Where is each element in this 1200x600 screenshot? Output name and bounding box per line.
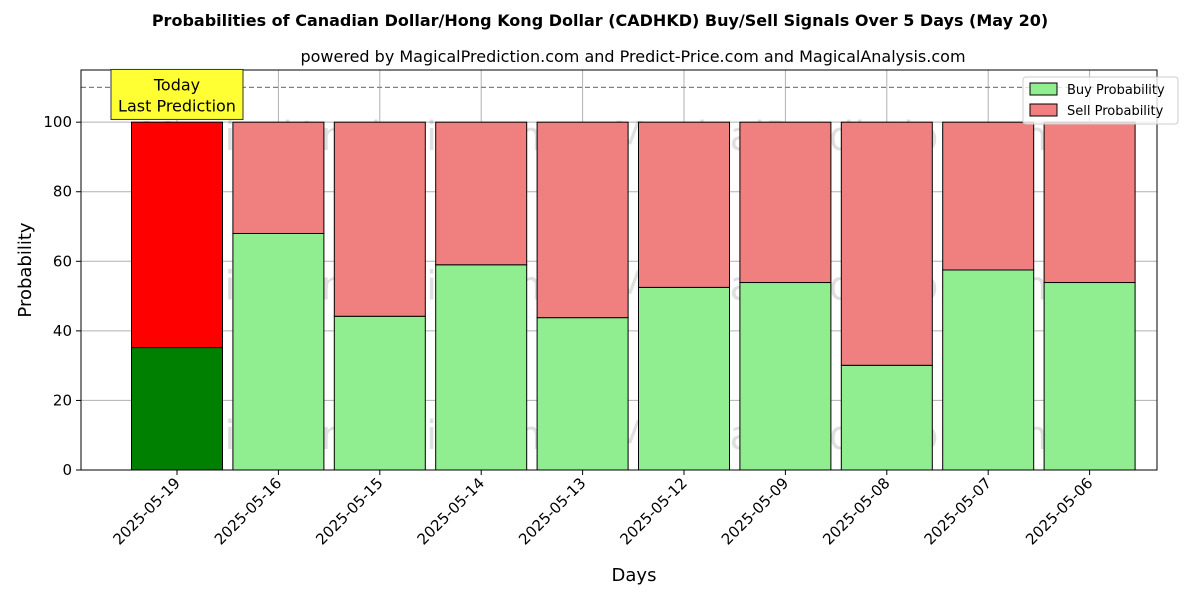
y-axis-ticks: 0 20 40 60 80 100: [43, 113, 81, 479]
legend-label-sell: Sell Probability: [1067, 104, 1164, 119]
x-tick-label: 2025-05-14: [414, 474, 488, 548]
x-tick-label: 2025-05-06: [1022, 474, 1096, 548]
buy-bar: [942, 269, 1035, 471]
x-tick-label: 2025-05-15: [312, 474, 386, 548]
legend: Buy Probability Sell Probability: [1022, 76, 1179, 125]
x-tick-label: 2025-05-07: [921, 474, 995, 548]
x-tick-label: 2025-05-13: [515, 474, 589, 548]
sell-bar: [638, 121, 730, 288]
y-tick-label: 100: [43, 113, 72, 131]
x-axis-label: Days: [612, 565, 657, 586]
buy-bar: [333, 315, 426, 471]
legend-swatch-sell: [1029, 103, 1058, 117]
y-tick-label: 40: [53, 322, 72, 340]
chart-title: Probabilities of Canadian Dollar/Hong Ko…: [152, 11, 1048, 30]
bars: [131, 121, 1136, 471]
sell-bar: [131, 121, 223, 349]
x-axis-ticks: 2025-05-19 2025-05-16 2025-05-15 2025-05-14…: [109, 470, 1096, 548]
x-tick-label: 2025-05-08: [819, 474, 893, 548]
y-tick-label: 60: [53, 252, 72, 270]
chart-subtitle: powered by MagicalPrediction.com and Pre…: [300, 47, 965, 66]
today-annotation: Today Last Prediction: [110, 68, 244, 120]
x-tick-label: 2025-05-19: [109, 474, 183, 548]
sell-bar: [840, 121, 933, 366]
buy-bar: [232, 232, 325, 471]
sell-bar: [942, 121, 1035, 271]
buy-bar: [435, 264, 528, 471]
buy-bar: [536, 317, 629, 471]
y-tick-label: 0: [62, 461, 72, 479]
plot-frame: [80, 69, 1158, 471]
sell-bar: [536, 121, 629, 319]
annotation-line: Today: [153, 75, 200, 94]
buy-bar: [638, 286, 730, 471]
x-tick-label: 2025-05-16: [211, 474, 285, 548]
annotation-box: [110, 68, 244, 120]
y-tick-label: 20: [53, 391, 72, 409]
legend-label-buy: Buy Probability: [1067, 83, 1165, 98]
legend-box: [1022, 76, 1179, 125]
sell-bar: [232, 121, 325, 234]
y-axis-label: Probability: [15, 222, 36, 317]
buy-bar: [840, 364, 933, 471]
buy-bar: [131, 347, 223, 471]
sell-bar: [435, 121, 528, 266]
x-tick-label: 2025-05-12: [616, 474, 690, 548]
buy-bar: [739, 282, 832, 471]
buy-bar: [1043, 282, 1136, 471]
x-tick-label: 2025-05-09: [718, 474, 792, 548]
legend-swatch-buy: [1029, 82, 1058, 96]
sell-bar: [1043, 121, 1136, 284]
sell-bar: [333, 121, 426, 317]
sell-bar: [739, 121, 832, 284]
y-tick-label: 80: [53, 183, 72, 201]
annotation-line: Last Prediction: [118, 96, 236, 115]
